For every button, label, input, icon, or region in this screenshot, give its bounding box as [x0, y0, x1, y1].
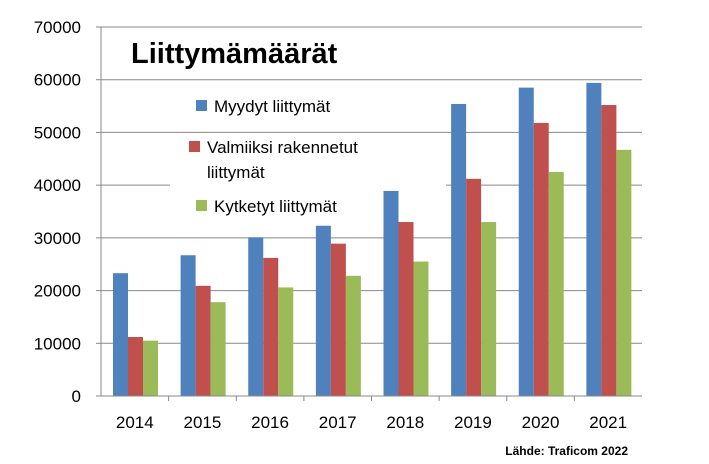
x-tick-label: 2015: [184, 413, 222, 432]
bar-series1-2021: [586, 82, 602, 397]
bar-series1-2017: [315, 225, 331, 396]
x-axis-ticks: 2014 2015 2016 2017 2018 2019 2020 2021: [116, 396, 627, 432]
y-tick-label: 30000: [34, 229, 81, 248]
bars: [113, 82, 632, 397]
y-tick-label: 0: [72, 387, 81, 406]
source-note: Lähde: Traficom 2022: [505, 444, 628, 458]
legend-swatch-valmiiksi: [189, 141, 200, 152]
bar-series1-2018: [383, 190, 399, 396]
legend-label-myydyt: Myydyt liittymät: [214, 97, 330, 116]
y-tick-label: 50000: [34, 123, 81, 142]
bar-series3-2017: [345, 275, 361, 396]
bar-series1-2016: [248, 237, 264, 396]
bar-series2-2021: [601, 105, 617, 396]
x-tick-label: 2016: [251, 413, 289, 432]
x-tick-label: 2018: [386, 413, 424, 432]
y-axis-ticks: 0 10000 20000 30000 40000 50000 60000 70000: [34, 18, 81, 406]
x-tick-label: 2021: [589, 413, 627, 432]
legend-swatch-kytketyt: [196, 200, 207, 211]
legend: Myydyt liittymät Valmiiksi rakennetut li…: [170, 97, 446, 216]
bar-series1-2015: [180, 255, 196, 396]
bar-series3-2021: [616, 149, 632, 396]
bar-series2-2016: [263, 257, 279, 396]
bar-series3-2016: [278, 287, 294, 396]
chart-title: Liittymämäärät: [131, 38, 338, 70]
bar-series3-2019: [481, 222, 497, 396]
bar-series2-2018: [398, 222, 414, 396]
bar-series3-2014: [143, 340, 158, 396]
bar-series2-2020: [533, 122, 549, 396]
bar-series1-2019: [451, 103, 467, 396]
bar-series2-2019: [466, 178, 482, 396]
y-tick-label: 10000: [34, 334, 81, 353]
y-tick-label: 20000: [34, 282, 81, 301]
bar-series2-2014: [128, 336, 143, 396]
y-tick-label: 60000: [34, 71, 81, 90]
legend-label-valmiiksi-line2: liittymät: [207, 163, 265, 182]
bar-series3-2018: [413, 261, 429, 396]
legend-swatch-myydyt: [196, 100, 207, 111]
bar-series1-2014: [113, 273, 128, 396]
x-tick-label: 2014: [116, 413, 154, 432]
x-tick-label: 2019: [454, 413, 492, 432]
y-tick-label: 40000: [34, 176, 81, 195]
bar-series3-2015: [210, 302, 226, 396]
y-tick-label: 70000: [34, 18, 81, 37]
legend-label-kytketyt: Kytketyt liittymät: [214, 197, 337, 216]
bar-series2-2015: [195, 285, 211, 396]
legend-label-valmiiksi-line1: Valmiiksi rakennetut: [207, 138, 358, 157]
x-tick-label: 2020: [522, 413, 560, 432]
bar-series1-2020: [518, 87, 534, 396]
x-tick-label: 2017: [319, 413, 357, 432]
legend-background-strip: [170, 184, 446, 187]
bar-series2-2017: [330, 243, 346, 396]
bar-series3-2020: [548, 171, 564, 396]
